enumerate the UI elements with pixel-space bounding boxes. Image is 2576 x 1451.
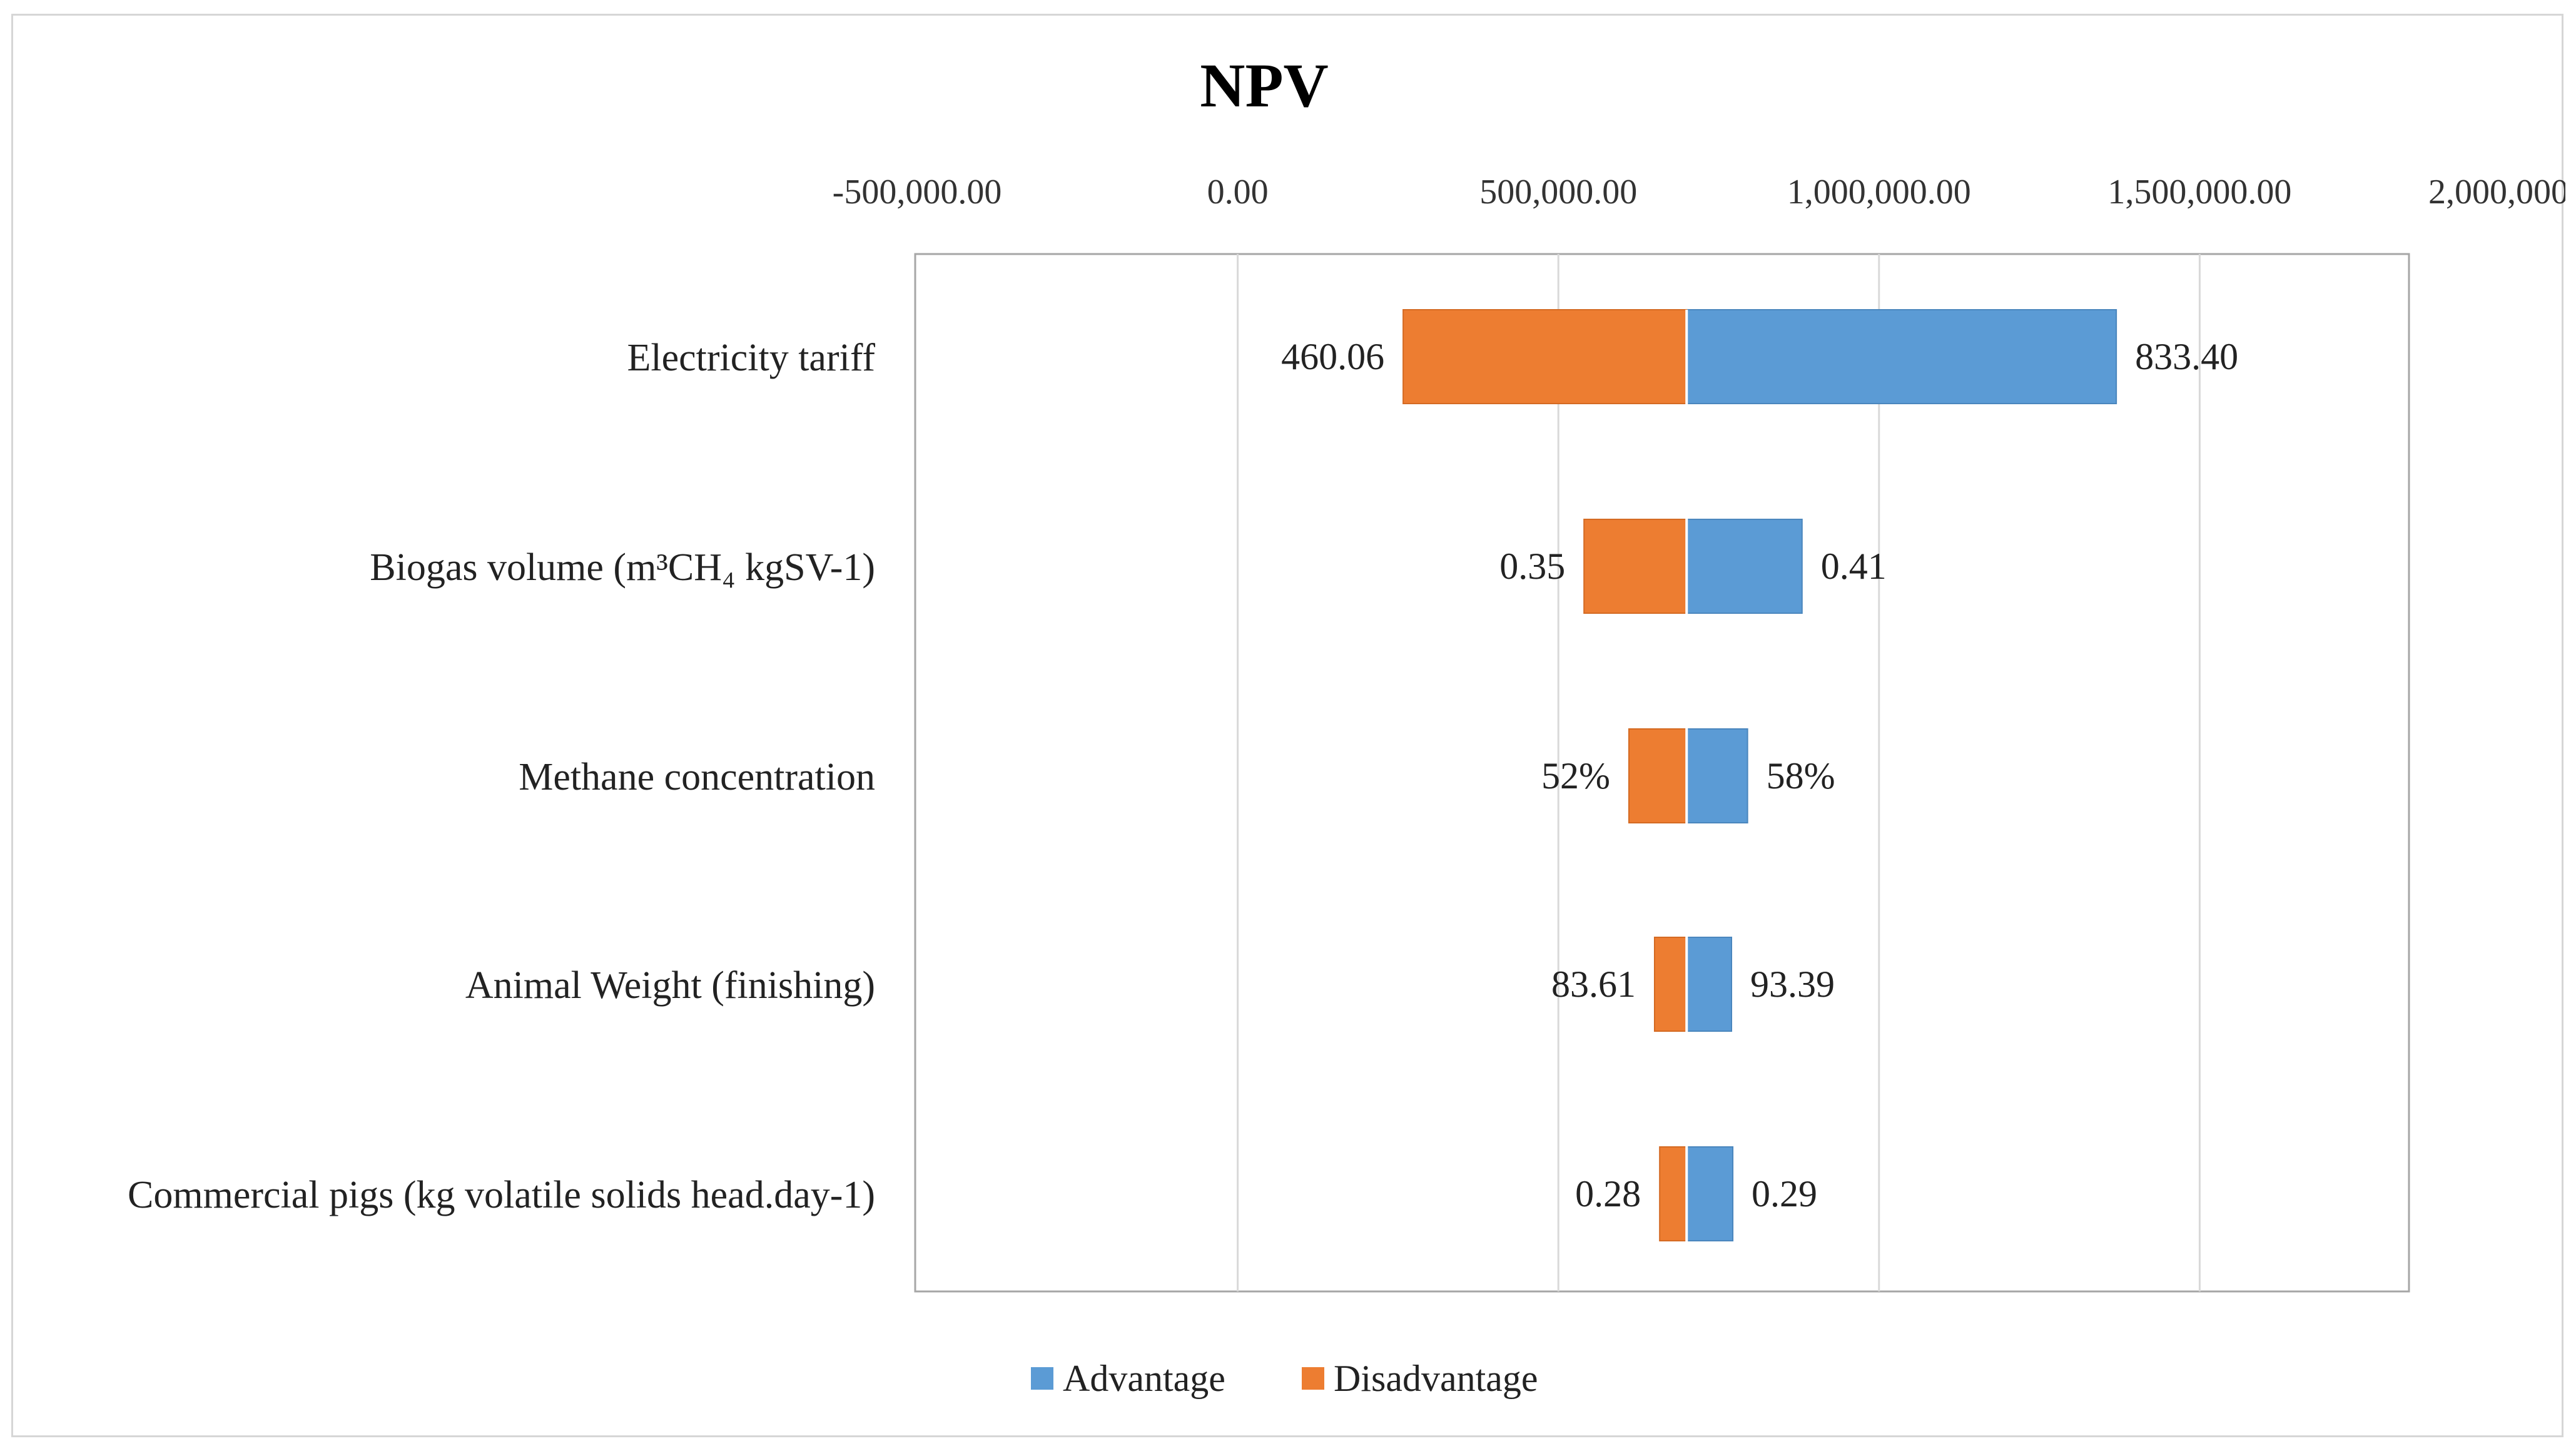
- x-tick-label: 2,000,000.00: [2428, 173, 2565, 211]
- disadvantage-data-label: 52%: [1541, 755, 1610, 797]
- legend-swatch-disadvantage: [1302, 1367, 1324, 1390]
- legend-label-disadvantage: Disadvantage: [1334, 1358, 1538, 1399]
- legend-label-advantage: Advantage: [1063, 1358, 1225, 1399]
- disadvantage-bar: [1402, 309, 1688, 404]
- advantage-data-label: 58%: [1767, 755, 1835, 797]
- advantage-data-label: 833.40: [2135, 336, 2238, 377]
- category-label: Biogas volume (m³CH₄ kgSV-1): [370, 546, 875, 589]
- legend: Advantage Disadvantage: [1031, 1358, 1538, 1399]
- x-tick-label: 500,000.00: [1479, 173, 1637, 211]
- advantage-data-label: 93.39: [1750, 964, 1835, 1005]
- advantage-bar: [1686, 309, 2117, 404]
- x-tick-label: -500,000.00: [833, 173, 1002, 211]
- advantage-data-label: 0.41: [1821, 546, 1887, 587]
- chart-title: NPV: [1200, 51, 1329, 120]
- category-label: Electricity tariff: [627, 337, 876, 379]
- disadvantage-bar: [1583, 519, 1688, 614]
- advantage-bar: [1686, 728, 1748, 823]
- disadvantage-data-label: 0.28: [1575, 1173, 1641, 1214]
- x-tick-label: 0.00: [1207, 173, 1269, 211]
- disadvantage-bar: [1659, 1146, 1688, 1241]
- bars: 833.40 460.06 0.41 0.35 58% 52% 93.39 83.61 0.29…: [1281, 309, 2238, 1242]
- gridlines: [1237, 254, 2201, 1291]
- category-label: Commercial pigs (kg volatile solids head…: [128, 1174, 875, 1216]
- x-axis-ticks: -500,000.00 0.00 500,000.00 1,000,000.00 1,5…: [833, 173, 2565, 211]
- disadvantage-data-label: 0.35: [1499, 546, 1565, 587]
- advantage-bar: [1686, 937, 1733, 1032]
- legend-swatch-advantage: [1031, 1367, 1053, 1390]
- advantage-bar: [1686, 1146, 1734, 1241]
- advantage-bar: [1686, 519, 1803, 614]
- chart-frame: NPV -500,000.00 0.00 500,000.00 1,000,000.0…: [11, 14, 2565, 1437]
- disadvantage-data-label: 460.06: [1281, 336, 1384, 377]
- disadvantage-bar: [1628, 728, 1688, 823]
- category-label: Methane concentration: [519, 756, 875, 798]
- x-tick-label: 1,500,000.00: [2107, 173, 2291, 211]
- advantage-data-label: 0.29: [1752, 1173, 1817, 1214]
- tornado-chart: NPV -500,000.00 0.00 500,000.00 1,000,000.0…: [128, 51, 2565, 1399]
- category-label: Animal Weight (finishing): [465, 964, 875, 1007]
- disadvantage-bar: [1653, 937, 1688, 1032]
- category-labels: Electricity tariff Biogas volume (m³CH₄ k…: [128, 337, 875, 1216]
- disadvantage-data-label: 83.61: [1551, 964, 1636, 1005]
- x-tick-label: 1,000,000.00: [1787, 173, 1971, 211]
